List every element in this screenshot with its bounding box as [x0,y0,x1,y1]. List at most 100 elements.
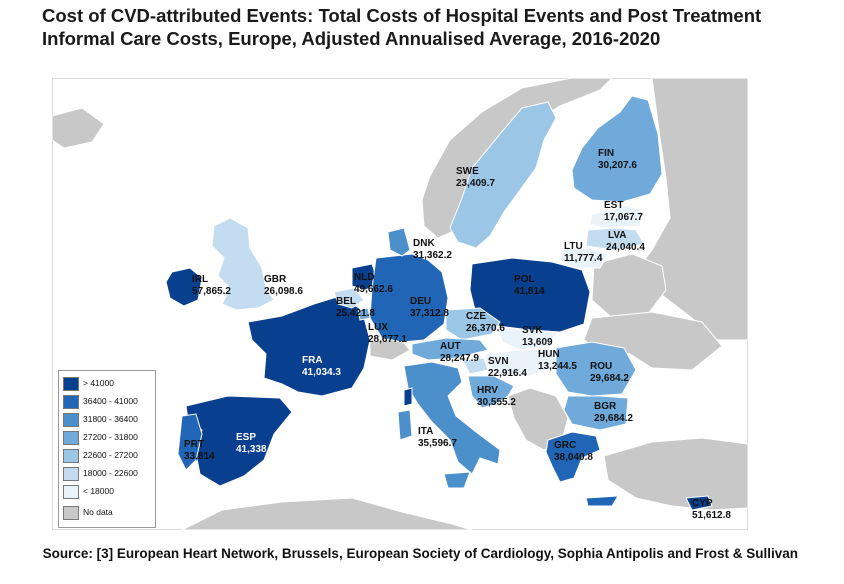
label-nld-value: 49,662.6 [354,283,393,295]
label-irl-value: 57,865.2 [192,285,231,297]
label-fra: FRA 41,034.3 [302,355,341,378]
legend-label: < 18000 [83,486,114,496]
label-ita: ITA 35,596.7 [418,426,457,449]
map-legend: > 41000 36400 - 41000 31800 - 36400 2720… [58,370,156,528]
label-cze-code: CZE [466,311,486,322]
legend-label: 27200 - 31800 [83,432,138,442]
label-lva-code: LVA [608,230,627,241]
label-cyp-code: CYP [692,498,713,509]
region-bel [333,287,365,309]
label-rou: ROU 29,684.2 [590,361,629,384]
region-est [589,205,643,229]
legend-label: 31800 - 36400 [83,414,138,424]
label-est: EST 17,067.7 [604,200,643,223]
region-svk [497,327,559,351]
region-isl [52,107,105,149]
label-fra-value: 41,034.3 [302,366,341,378]
region-grc-crete [585,495,619,507]
label-est-code: EST [604,200,624,211]
label-bgr: BGR 29,684.2 [594,401,633,424]
label-grc-code: GRC [554,440,577,451]
label-grc-value: 38,040.8 [554,451,593,463]
region-prt [177,413,203,471]
region-svn [461,357,489,375]
label-pol-value: 41,814 [514,285,545,297]
label-esp-code: ESP [236,432,257,443]
label-grc: GRC 38,040.8 [554,440,593,463]
label-gbr: GBR 26,098.6 [264,274,303,297]
region-bgr [563,395,629,431]
legend-swatch [63,377,79,391]
label-ltu-value: 11,777.4 [564,252,603,264]
region-hun [485,349,557,377]
region-ita-sardinia [397,409,413,441]
label-lva: LVA 24,040.4 [606,230,645,253]
label-est-value: 17,067.7 [604,211,643,223]
label-svn: SVN 22,916.4 [488,356,527,379]
region-hrv [467,375,515,409]
label-ltu: LTU 11,777.4 [564,241,602,264]
legend-label: > 41000 [83,378,114,388]
label-swe: SWE 23,409.7 [456,166,495,189]
region-africa [181,497,473,530]
label-cze: CZE 26,370.6 [466,311,505,334]
label-lva-value: 24,040.4 [606,241,645,253]
label-hun-code: HUN [538,349,560,360]
label-prt-code: PRT [184,439,204,450]
region-gbr [211,217,275,311]
label-rou-code: ROU [590,361,613,372]
label-dnk-value: 31,362.2 [413,249,452,261]
label-fra-code: FRA [302,355,323,366]
label-hun: HUN 13,244.5 [538,349,577,372]
legend-swatch [63,431,79,445]
label-prt-value: 33,814 [184,450,215,462]
label-hun-value: 13,244.5 [538,360,577,372]
region-irl [165,267,203,307]
label-hrv: HRV 30,555.2 [477,385,516,408]
legend-label: 36400 - 41000 [83,396,138,406]
label-esp-value: 41,338.8 [236,443,275,455]
label-cyp-value: 51,612.8 [692,509,731,521]
label-svk-code: SVK [522,325,543,336]
label-pol-code: POL [514,274,535,285]
region-swe [449,101,557,249]
region-aut [411,337,489,361]
legend-label: No data [83,507,113,517]
region-blr [591,253,667,319]
region-tur [603,437,748,511]
label-fin-value: 30,207.6 [598,159,637,171]
legend-label: 18000 - 22600 [83,468,138,478]
label-bel-code: BEL [336,296,356,307]
label-deu: DEU 37,312.8 [410,296,449,319]
label-lux-value: 28,677.1 [368,333,407,345]
label-fin: FIN 30,207.6 [598,148,637,171]
label-aut-code: AUT [440,341,461,352]
legend-label: 22600 - 27200 [83,450,138,460]
label-irl-code: IRL [192,274,209,285]
label-dnk-code: DNK [413,238,435,249]
label-rou-value: 29,684.2 [590,372,629,384]
region-ltu [559,247,609,269]
label-svk: SVK 13,609 [522,325,553,348]
label-swe-code: SWE [456,166,479,177]
label-gbr-value: 26,098.6 [264,285,303,297]
label-bel: BEL 25,421.8 [336,296,375,319]
label-fin-code: FIN [598,148,615,159]
label-prt: PRT 33,814 [184,439,215,462]
label-deu-value: 37,312.8 [410,307,449,319]
label-lux-code: LUX [368,322,388,333]
label-ltu-code: LTU [564,241,583,252]
label-hrv-value: 30,555.2 [477,396,516,408]
region-ita [403,361,501,475]
label-svk-value: 13,609 [522,336,553,348]
legend-swatch [63,449,79,463]
label-bel-value: 25,421.8 [336,307,375,319]
label-cyp: CYP 51,612.8 [692,498,731,521]
label-aut-value: 28,247.9 [440,352,479,364]
legend-swatch [63,395,79,409]
source-note: Source: [3] European Heart Network, Brus… [42,546,798,561]
label-aut: AUT 28,247.9 [440,341,479,364]
europe-map [52,78,748,530]
region-fin [571,95,663,203]
label-cze-value: 26,370.6 [466,322,505,334]
